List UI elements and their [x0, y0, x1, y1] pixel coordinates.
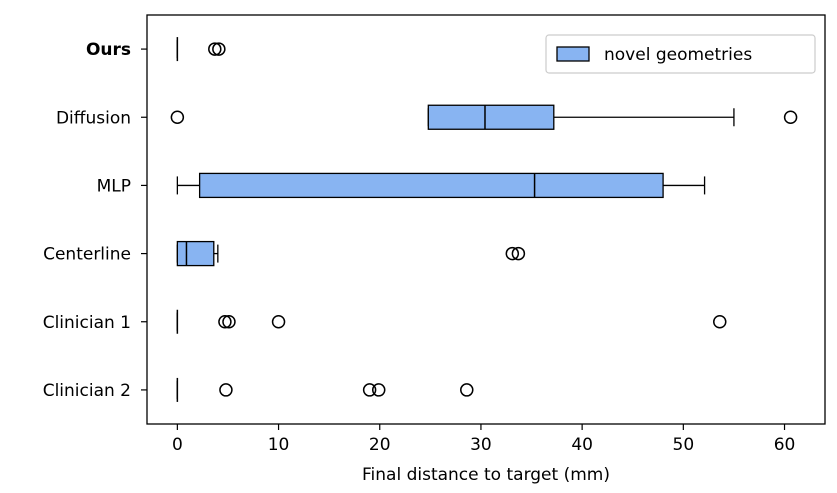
outlier-point: [208, 42, 222, 56]
box-iqr: [198, 172, 664, 199]
category-label: MLP: [97, 176, 131, 196]
box-iqr: [427, 104, 555, 130]
box-clinician-2: [176, 377, 474, 402]
box-clinician-1: [176, 309, 727, 334]
category-label: Clinician 2: [43, 381, 131, 401]
x-axis-label: Final distance to target (mm): [362, 465, 610, 485]
outlier-point: [218, 315, 232, 329]
outlier-point: [460, 383, 474, 397]
category-label: Clinician 1: [43, 313, 131, 333]
outlier-point: [222, 315, 236, 329]
box-centerline: [176, 240, 526, 267]
outlier-point: [713, 315, 727, 329]
box-diffusion: [170, 104, 798, 130]
x-tick-label: 50: [673, 435, 695, 455]
outlier-point: [505, 246, 520, 261]
box-iqr: [176, 240, 215, 267]
category-label: Diffusion: [56, 108, 131, 128]
category-labels: Ours Diffusion MLP Centerline Clinician 1 Cli…: [43, 40, 147, 401]
x-tick-label: 10: [268, 435, 290, 455]
outlier-point: [271, 315, 286, 329]
x-tick-label: 30: [470, 435, 492, 455]
box-mlp: [176, 172, 706, 199]
x-tick-label: 0: [172, 435, 183, 455]
x-axis-ticks: 0 10 20 30 40 50 60: [172, 424, 795, 455]
outlier-point: [362, 383, 377, 397]
x-tick-label: 40: [571, 435, 593, 455]
outlier-point: [511, 246, 526, 261]
outlier-point: [219, 383, 233, 397]
x-tick-label: 60: [774, 435, 796, 455]
box-ours: [176, 37, 226, 62]
outlier-point: [212, 42, 226, 56]
x-tick-label: 20: [369, 435, 391, 455]
outlier-point: [170, 110, 185, 124]
legend: novel geometries: [545, 34, 816, 74]
category-label: Centerline: [43, 245, 131, 265]
legend-frame: [545, 34, 816, 74]
legend-swatch: [556, 46, 590, 62]
legend-label: novel geometries: [604, 45, 752, 65]
outlier-point: [783, 110, 798, 124]
plot-frame: [146, 14, 826, 425]
boxes-layer: [170, 37, 798, 402]
outlier-point: [371, 383, 386, 397]
category-label: Ours: [86, 40, 131, 60]
